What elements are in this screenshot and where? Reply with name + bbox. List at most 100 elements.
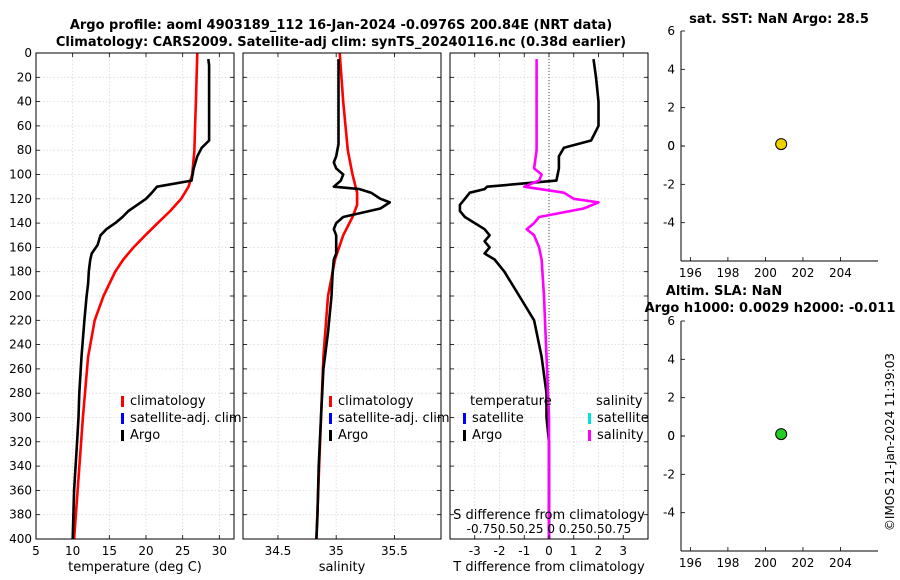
figure-title-line1: Argo profile: aoml 4903189_112 16-Jan-20…	[70, 18, 612, 33]
figure-title-line2: Climatology: CARS2009. Satellite-adj cli…	[56, 35, 626, 50]
difference-legend-t-satellite-label: satellite	[472, 411, 524, 426]
salinity-panel: 34.5 35 35.5 salinity climatology satellite-a…	[242, 52, 450, 575]
sla-xtick-label: 196	[679, 556, 702, 570]
temperature-xlabel: temperature (deg C)	[68, 560, 202, 575]
difference-legend-t-argo-swatch	[463, 430, 466, 441]
salinity-legend-climatology-label: climatology	[338, 394, 414, 409]
sst-ytick-label: 6	[667, 24, 675, 38]
difference-legend-salinity-header: salinity	[596, 394, 643, 409]
sst-xtick-label: 204	[829, 266, 852, 280]
temperature-ytick-label: 120	[9, 192, 32, 206]
sst-ytick-label: -2	[663, 177, 675, 191]
sla-panel: Altim. SLA: NaN Argo h1000: 0.0029 h2000:…	[645, 284, 896, 570]
temperature-legend-argo-label: Argo	[130, 428, 160, 443]
difference-series-s-difference-argo-	[522, 59, 600, 539]
difference-top-xticklabels: -0.750.50.25 0 0.250.50.75	[467, 522, 632, 536]
temperature-ytick-label: 80	[17, 143, 32, 157]
sst-xtick-label: 198	[716, 266, 739, 280]
sla-ytick-label: 4	[667, 352, 675, 366]
sst-xtick-label: 196	[679, 266, 702, 280]
sla-ytick-label: -2	[663, 467, 675, 481]
difference-legend-t-argo-label: Argo	[472, 428, 502, 443]
difference-xtick-label: -1	[518, 544, 530, 558]
salinity-legend-satellite-adj-swatch	[329, 413, 332, 424]
sla-title-line2: Argo h1000: 0.0029 h2000: -0.011	[645, 301, 896, 316]
sst-point	[775, 138, 788, 151]
temperature-legend-argo-swatch	[121, 430, 124, 441]
salinity-legend-climatology-swatch	[329, 396, 332, 407]
sla-xtick-label: 200	[754, 556, 777, 570]
salinity-xtick-label: 35.5	[381, 544, 408, 558]
imos-watermark: ©IMOS 21-Jan-2024 11:39:03	[883, 353, 897, 531]
temperature-xtick-label: 15	[102, 544, 117, 558]
salinity-xtick-label: 34.5	[265, 544, 292, 558]
difference-legend-t-satellite-swatch	[463, 413, 466, 424]
temperature-legend-satellite-adj-swatch	[121, 413, 124, 424]
temperature-ytick-label: 300	[9, 411, 32, 425]
difference-legend-s-satellite-label: satellite	[597, 411, 649, 426]
salinity-xtick-label: 35	[329, 544, 344, 558]
temperature-xtick-label: 20	[138, 544, 153, 558]
sst-ytick-label: 4	[667, 62, 675, 76]
temperature-ytick-label: 280	[9, 386, 32, 400]
temperature-ytick-label: 140	[9, 216, 32, 230]
sla-xtick-label: 204	[829, 556, 852, 570]
difference-top-xlabel: S difference from climatology	[453, 508, 645, 523]
temperature-ytick-label: 320	[9, 435, 32, 449]
difference-legend-temperature-header: temperature	[470, 394, 552, 409]
sla-xtick-label: 198	[716, 556, 739, 570]
sla-ytick-label: 0	[667, 429, 675, 443]
temperature-ytick-label: 180	[9, 265, 32, 279]
sst-title: sat. SST: NaN Argo: 28.5	[689, 12, 869, 27]
sst-ytick-label: 2	[667, 101, 675, 115]
temperature-xtick-label: 5	[32, 544, 40, 558]
difference-series-t-difference-argo-	[458, 58, 600, 539]
temperature-ytick-label: 240	[9, 338, 32, 352]
sla-ytick-label-zero: 0	[667, 429, 675, 443]
salinity-legend-argo-swatch	[329, 430, 332, 441]
difference-xtick-label: 1	[570, 544, 578, 558]
temperature-series-climatology	[72, 52, 199, 540]
sla-ytick-label: 6	[667, 314, 675, 328]
sla-xtick-label: 202	[791, 556, 814, 570]
temperature-xtick-label: 30	[212, 544, 227, 558]
temperature-legend-climatology-swatch	[121, 396, 124, 407]
sla-ytick-label: 2	[667, 391, 675, 405]
temperature-panel: 5 10 15 20 25 3002040608010012014016018020022…	[9, 46, 242, 575]
sst-ytick-label-zero: 0	[667, 139, 675, 153]
temperature-series-argo	[71, 58, 211, 540]
difference-legend-s-argo-swatch	[588, 430, 591, 441]
salinity-legend-satellite-adj-label: satellite-adj. clim	[338, 411, 450, 426]
temperature-ytick-label: 100	[9, 168, 32, 182]
sst-xtick-label: 202	[791, 266, 814, 280]
temperature-ytick-label: 40	[17, 95, 32, 109]
salinity-series-argo	[315, 59, 392, 540]
temperature-ytick-label: 0	[24, 46, 32, 60]
temperature-legend-satellite-adj-label: satellite-adj. clim	[130, 411, 242, 426]
difference-legend-s-satellite-swatch	[588, 413, 591, 424]
difference-xtick-label: 0	[545, 544, 553, 558]
difference-legend-s-argo-label: salinity	[597, 428, 644, 443]
temperature-ytick-label: 380	[9, 508, 32, 522]
temperature-xtick-label: 10	[65, 544, 80, 558]
difference-xtick-label: -3	[469, 544, 481, 558]
sst-ytick-label: 0	[667, 139, 675, 153]
temperature-ytick-label: 220	[9, 313, 32, 327]
difference-xtick-label: -2	[494, 544, 506, 558]
salinity-xlabel: salinity	[319, 560, 366, 575]
difference-xtick-label: 2	[595, 544, 603, 558]
temperature-ytick-label: 360	[9, 483, 32, 497]
sst-xtick-label: 200	[754, 266, 777, 280]
salinity-legend-argo-label: Argo	[338, 428, 368, 443]
temperature-ytick-label: 340	[9, 459, 32, 473]
temperature-ytick-label: 60	[17, 119, 32, 133]
temperature-ytick-label: 200	[9, 289, 32, 303]
difference-panel: -3 -2 -1 0 1 2 3 T difference from climatology t…	[449, 52, 649, 575]
temperature-ytick-label: 20	[17, 70, 32, 84]
temperature-ytick-label: 260	[9, 362, 32, 376]
temperature-legend-climatology-label: climatology	[130, 394, 206, 409]
temperature-ytick-label: 160	[9, 240, 32, 254]
sla-point	[775, 428, 788, 441]
